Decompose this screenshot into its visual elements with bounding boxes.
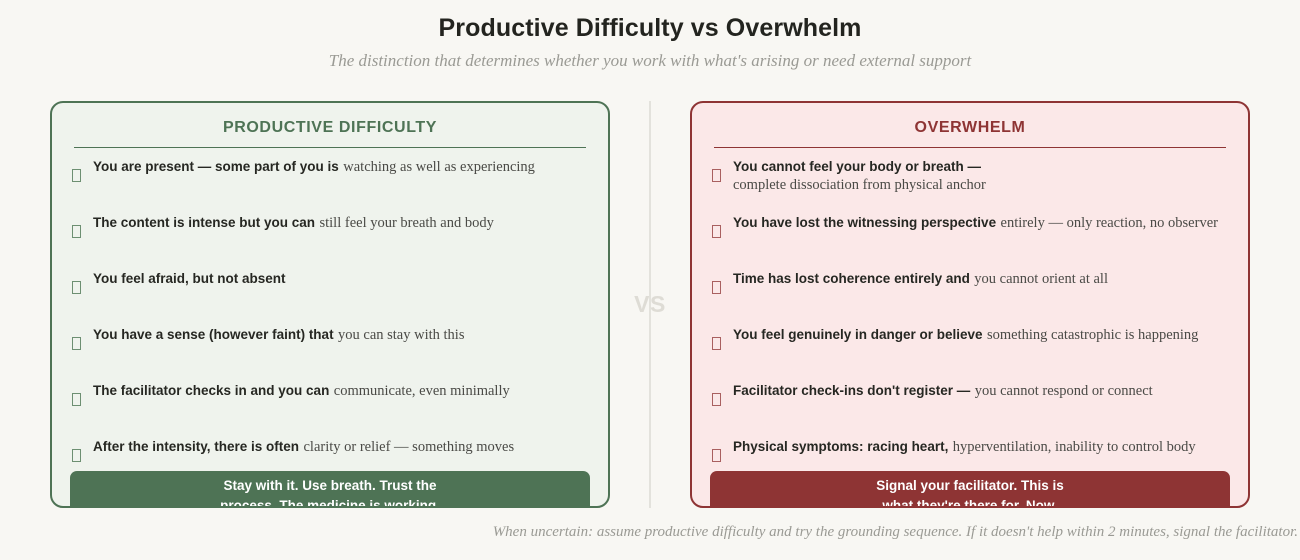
list-item-primary: You feel afraid, but not absent xyxy=(93,271,286,286)
list-item-secondary: communicate, even minimally xyxy=(333,383,510,399)
list-item-secondary: you cannot orient at all xyxy=(974,271,1108,287)
list-item-text: Facilitator check-ins don't register — y… xyxy=(733,381,1230,400)
checkbox-icon xyxy=(712,281,721,294)
list-item-secondary: hyperventilation, inability to control b… xyxy=(952,439,1196,455)
list-item-primary: You feel genuinely in danger or believe xyxy=(733,327,983,342)
list-item-secondary: you can stay with this xyxy=(338,327,465,343)
checkbox-icon xyxy=(712,337,721,350)
list-item-text: You have lost the witnessing perspective… xyxy=(733,213,1230,232)
list-item[interactable]: Physical symptoms: racing heart, hyperve… xyxy=(692,437,1248,493)
list-item[interactable]: Facilitator check-ins don't register — y… xyxy=(692,381,1248,437)
action-banner-line-2: what they're there for. Now. xyxy=(882,498,1058,508)
checkbox-icon xyxy=(72,225,81,238)
list-item-text: After the intensity, there is often clar… xyxy=(93,437,590,456)
panel-overwhelm: OVERWHELM You cannot feel your body or b… xyxy=(690,101,1250,508)
footer-note: When uncertain: assume productive diffic… xyxy=(492,524,1298,540)
list-item[interactable]: You feel genuinely in danger or believe … xyxy=(692,325,1248,381)
checkbox-icon xyxy=(72,393,81,406)
checkbox-icon xyxy=(72,337,81,350)
list-item-secondary: clarity or relief — something moves xyxy=(303,439,515,455)
panel-heading-overwhelm: OVERWHELM xyxy=(914,119,1026,136)
page-subtitle: The distinction that determines whether … xyxy=(328,51,972,70)
list-item-secondary: you cannot respond or connect xyxy=(974,383,1153,399)
list-item[interactable]: The content is intense but you can still… xyxy=(52,213,608,269)
list-item[interactable]: After the intensity, there is often clar… xyxy=(52,437,608,493)
page-title: Productive Difficulty vs Overwhelm xyxy=(438,14,862,42)
list-item[interactable]: Time has lost coherence entirely and you… xyxy=(692,269,1248,325)
list-item-primary: The content is intense but you can xyxy=(93,215,316,230)
productive-item-list: You are present — some part of you is wa… xyxy=(52,157,608,493)
action-banner-line-1: Stay with it. Use breath. Trust the xyxy=(223,478,437,493)
list-item-text: The facilitator checks in and you can co… xyxy=(93,381,590,400)
list-item-secondary: watching as well as experiencing xyxy=(343,159,535,175)
list-item-secondary: complete dissociation from physical anch… xyxy=(733,177,986,193)
list-item-text: You have a sense (however faint) that yo… xyxy=(93,325,590,344)
list-item-text: You are present — some part of you is wa… xyxy=(93,157,590,176)
panel-productive-difficulty: PRODUCTIVE DIFFICULTY You are present — … xyxy=(50,101,610,508)
list-item-primary: You have lost the witnessing perspective xyxy=(733,215,997,230)
list-item-secondary: still feel your breath and body xyxy=(319,215,494,231)
action-banner-line-2: process. The medicine is working. xyxy=(220,498,440,508)
checkbox-icon xyxy=(72,281,81,294)
panel-heading-rule xyxy=(714,147,1226,148)
action-banner-line-1: Signal your facilitator. This is xyxy=(876,478,1064,493)
panel-heading-productive: PRODUCTIVE DIFFICULTY xyxy=(222,119,438,136)
list-item-primary: Physical symptoms: racing heart, xyxy=(733,439,949,454)
list-item-secondary: entirely — only reaction, no observer xyxy=(1000,215,1218,231)
overwhelm-item-list: You cannot feel your body or breath — co… xyxy=(692,157,1248,493)
list-item-primary: You have a sense (however faint) that xyxy=(93,327,334,342)
checkbox-icon xyxy=(712,169,721,182)
action-banner-overwhelm[interactable]: Signal your facilitator. This is what th… xyxy=(710,471,1230,508)
list-item-primary: You are present — some part of you is xyxy=(93,159,339,174)
list-item[interactable]: You have lost the witnessing perspective… xyxy=(692,213,1248,269)
checkbox-icon xyxy=(72,169,81,182)
list-item-primary: The facilitator checks in and you can xyxy=(93,383,330,398)
list-item-primary: You cannot feel your body or breath — xyxy=(733,159,982,174)
list-item-text: You feel genuinely in danger or believe … xyxy=(733,325,1230,344)
list-item-text: Physical symptoms: racing heart, hyperve… xyxy=(733,437,1230,456)
action-banner-productive[interactable]: Stay with it. Use breath. Trust the proc… xyxy=(70,471,590,508)
vs-label: VS xyxy=(634,291,666,317)
list-item-text: You feel afraid, but not absent xyxy=(93,269,590,288)
list-item-primary: Time has lost coherence entirely and xyxy=(733,271,970,286)
list-item[interactable]: You have a sense (however faint) that yo… xyxy=(52,325,608,381)
vs-divider-line xyxy=(649,101,651,508)
list-item[interactable]: The facilitator checks in and you can co… xyxy=(52,381,608,437)
list-item[interactable]: You are present — some part of you is wa… xyxy=(52,157,608,213)
list-item-primary: Facilitator check-ins don't register — xyxy=(733,383,971,398)
list-item-text: Time has lost coherence entirely and you… xyxy=(733,269,1230,288)
list-item[interactable]: You feel afraid, but not absent xyxy=(52,269,608,325)
list-item-text: You cannot feel your body or breath — co… xyxy=(733,157,1230,194)
list-item[interactable]: You cannot feel your body or breath — co… xyxy=(692,157,1248,213)
list-item-primary: After the intensity, there is often xyxy=(93,439,300,454)
checkbox-icon xyxy=(72,449,81,462)
checkbox-icon xyxy=(712,225,721,238)
checkbox-icon xyxy=(712,393,721,406)
checkbox-icon xyxy=(712,449,721,462)
list-item-secondary: something catastrophic is happening xyxy=(987,327,1199,343)
panel-heading-rule xyxy=(74,147,586,148)
list-item-text: The content is intense but you can still… xyxy=(93,213,590,232)
